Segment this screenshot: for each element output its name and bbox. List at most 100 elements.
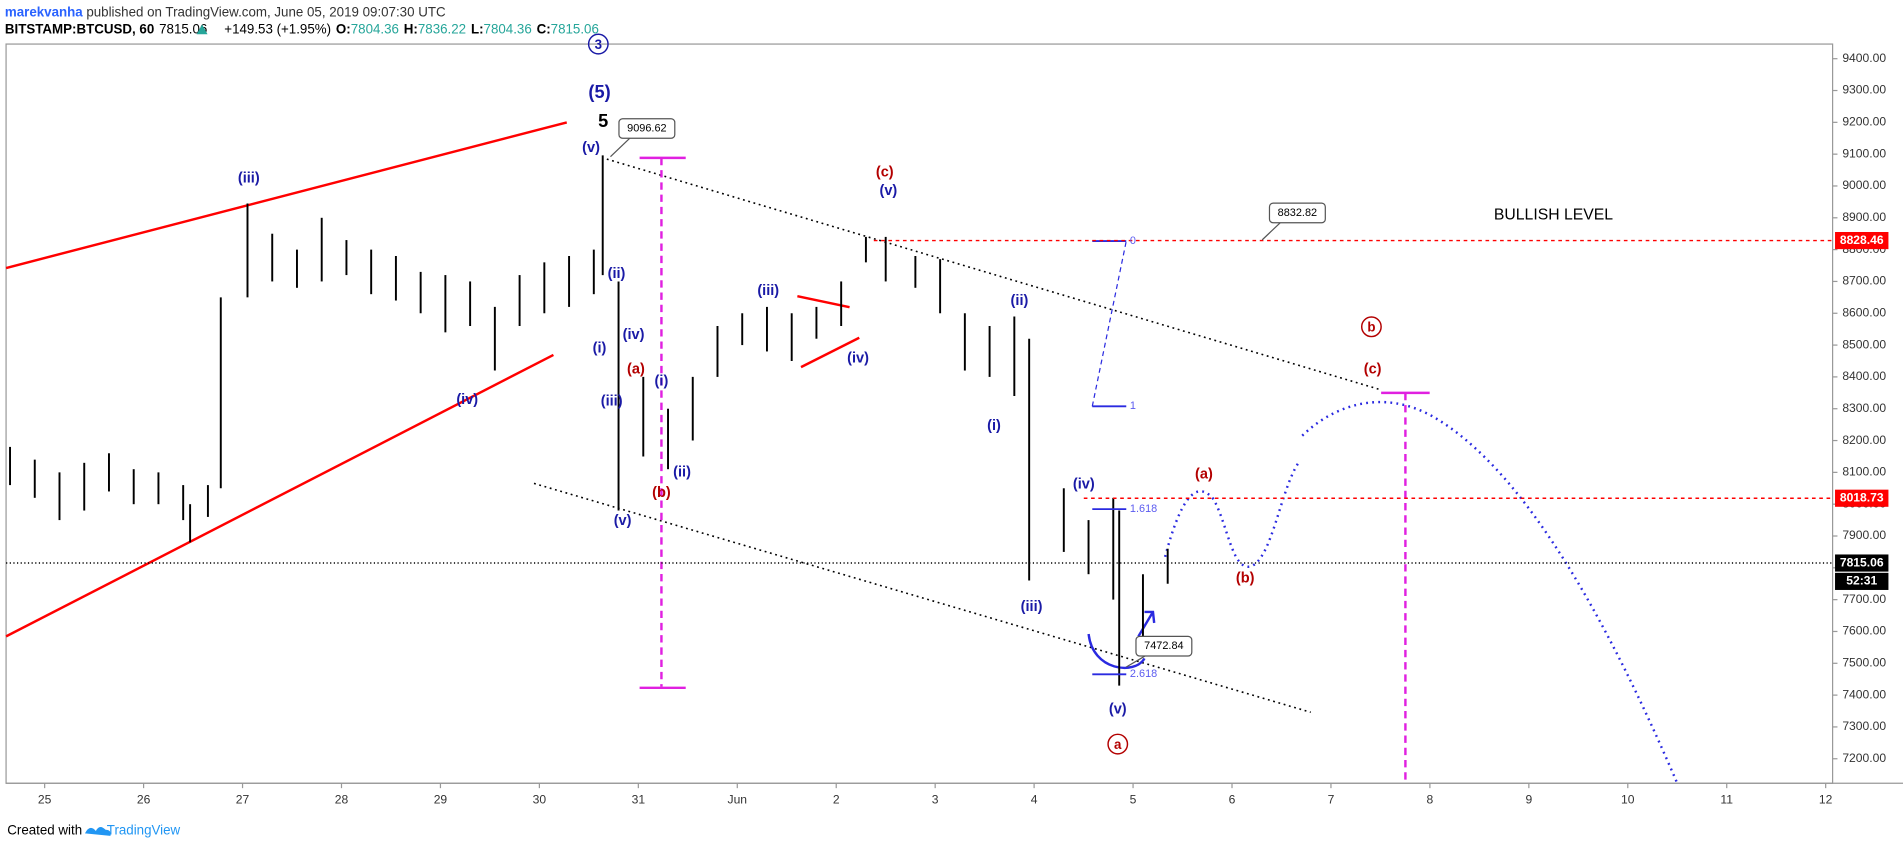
channel-line [533, 482, 1311, 714]
x-tick-label: Jun [728, 793, 748, 807]
up-arrow-icon [196, 24, 208, 35]
fib-label: 1.618 [1130, 503, 1157, 515]
published: published on TradingView.com, June 05, 2… [86, 4, 446, 19]
o-value: 7804.36 [351, 21, 399, 36]
fib-label: 2.618 [1130, 668, 1157, 680]
wedge-line [5, 353, 554, 638]
footer-created: Created with [7, 822, 82, 837]
footer-brand[interactable]: TradingView [107, 822, 181, 837]
wave-label: (v) [614, 513, 632, 529]
wave-label: (i) [655, 374, 669, 390]
wave-label: (v) [1109, 702, 1127, 718]
wave-label: (c) [876, 164, 894, 180]
y-tick-label: 7200.00 [1842, 751, 1886, 765]
wave-label: (iv) [847, 350, 869, 366]
price-label: 7815.06 [1840, 555, 1884, 569]
price-label-box [1835, 231, 1889, 250]
wave-label: (a) [1195, 467, 1213, 483]
wave-circle [1107, 733, 1129, 755]
y-tick-label: 8600.00 [1842, 305, 1886, 319]
l-label: L: [471, 21, 484, 36]
countdown: 52:31 [1846, 574, 1877, 588]
l-value: 7804.36 [484, 21, 532, 36]
projection-path [1163, 461, 1300, 568]
wave-label: (v) [879, 183, 897, 199]
callout-pointer [610, 135, 633, 158]
wave-label: (ii) [673, 464, 691, 480]
callout-box [618, 118, 676, 139]
x-tick-label: 26 [137, 793, 151, 807]
price-label: 8828.46 [1840, 233, 1884, 247]
fib-trend [1091, 240, 1127, 407]
arrow-curve [1087, 633, 1146, 670]
wave-circle [1360, 316, 1382, 338]
x-tick-label: 27 [236, 793, 250, 807]
y-tick-label: 9000.00 [1842, 178, 1886, 192]
header-line: marekvanha published on TradingView.com, … [5, 4, 446, 19]
wave-label: (v) [582, 140, 600, 156]
x-tick-label: 29 [434, 793, 448, 807]
x-tick-label: 5 [1130, 793, 1137, 807]
wave-label: (ii) [608, 266, 626, 282]
callout-label: 9096.62 [627, 122, 666, 134]
countdown-box [1835, 572, 1889, 590]
o-label: O: [336, 21, 351, 36]
x-tick-label: 2 [833, 793, 840, 807]
x-tick-label: 8 [1427, 793, 1434, 807]
x-tick-label: 30 [533, 793, 547, 807]
callout-pointer [1261, 219, 1284, 241]
c-value: 7815.06 [551, 21, 599, 36]
fib-label: 0 [1130, 235, 1136, 247]
h-value: 7836.22 [418, 21, 466, 36]
tv-logo [84, 826, 111, 836]
arrow [1137, 610, 1156, 638]
triangle-line [800, 336, 860, 369]
price-label: 8018.73 [1840, 490, 1884, 504]
h-label: H: [404, 21, 418, 36]
wave-label: (i) [593, 341, 607, 357]
y-tick-label: 7900.00 [1842, 528, 1886, 542]
wave-label: (iv) [1073, 476, 1095, 492]
wave-label: (c) [1364, 361, 1382, 377]
x-tick-label: 31 [632, 793, 646, 807]
y-tick-label: 8500.00 [1842, 337, 1886, 351]
y-tick-label: 7700.00 [1842, 592, 1886, 606]
price-label-box [1835, 489, 1889, 507]
y-tick-label: 8700.00 [1842, 274, 1886, 288]
change: +149.53 (+1.95%) [224, 21, 331, 36]
y-tick-label: 8300.00 [1842, 401, 1886, 415]
y-tick-label: 7400.00 [1842, 687, 1886, 701]
author[interactable]: marekvanha [5, 4, 83, 19]
x-tick-label: 6 [1229, 793, 1236, 807]
x-tick-label: 4 [1031, 793, 1038, 807]
fib-label: 1 [1130, 400, 1136, 412]
callout-label: 7472.84 [1144, 640, 1183, 652]
c-label: C: [537, 21, 551, 36]
y-tick-label: 9100.00 [1842, 146, 1886, 160]
y-tick-label: 7300.00 [1842, 719, 1886, 733]
wave-label: a [1114, 737, 1122, 752]
wave-label: (b) [652, 485, 671, 501]
plot [5, 121, 1679, 784]
x-tick-label: 10 [1621, 793, 1635, 807]
x-tick-label: 3 [932, 793, 939, 807]
y-tick-label: 8400.00 [1842, 369, 1886, 383]
wave-label: (i) [987, 418, 1001, 434]
callout-box [1268, 202, 1326, 224]
wave-label: (iii) [238, 171, 260, 187]
wave-circle [587, 33, 609, 55]
y-tick-label: 9300.00 [1842, 83, 1886, 97]
wave-label: (iii) [757, 283, 779, 299]
wave-label: (iii) [1021, 599, 1043, 615]
symbol-line: BITSTAMP:BTCUSD, 60 7815.06 +149.53 (+1.95… [5, 21, 599, 36]
y-tick-label: 9400.00 [1842, 51, 1886, 65]
x-tick-label: 9 [1525, 793, 1532, 807]
y-tick-label: 7600.00 [1842, 624, 1886, 638]
x-tick-label: 11 [1720, 793, 1733, 807]
x-tick-label: 28 [335, 793, 349, 807]
wave-label: 3 [595, 37, 602, 52]
wave-label: 5 [598, 110, 608, 131]
y-tick-label: 8200.00 [1842, 433, 1886, 447]
